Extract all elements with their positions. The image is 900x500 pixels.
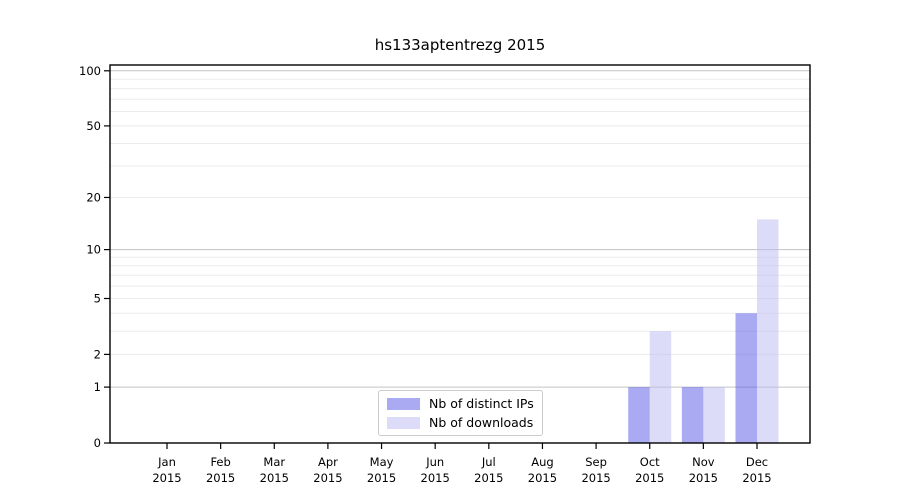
chart-title: hs133aptentrezg 2015 [374, 36, 546, 54]
y-tick-label: 20 [86, 190, 101, 204]
legend-item-distinct-ips: Nb of distinct IPs [387, 396, 534, 411]
y-tick-label: 0 [94, 436, 101, 450]
bar-nb-of-distinct-ips-dec-2015 [735, 313, 757, 443]
x-tick-label-month: Oct [640, 455, 660, 469]
legend-swatch-downloads [387, 416, 420, 429]
x-tick-label-year: 2015 [635, 471, 664, 485]
bar-nb-of-downloads-oct-2015 [649, 331, 672, 443]
x-tick-label-month: Nov [692, 455, 715, 469]
x-tick-label-month: Aug [531, 455, 553, 469]
x-tick-label-year: 2015 [689, 471, 718, 485]
x-tick-label-year: 2015 [313, 471, 342, 485]
x-tick-label-month: May [370, 455, 394, 469]
legend: Nb of distinct IPs Nb of downloads [378, 390, 543, 436]
x-tick-label-year: 2015 [528, 471, 557, 485]
legend-item-downloads: Nb of downloads [387, 415, 534, 430]
x-tick-label-year: 2015 [367, 471, 396, 485]
x-tick-label-month: Jun [425, 455, 444, 469]
axes-frame [109, 64, 811, 444]
x-tick-label-year: 2015 [206, 471, 235, 485]
x-tick-label-month: Jan [157, 455, 176, 469]
y-tick-label: 50 [86, 119, 101, 133]
legend-swatch-distinct-ips [387, 397, 420, 410]
bar-nb-of-downloads-nov-2015 [703, 387, 725, 443]
legend-label-distinct-ips: Nb of distinct IPs [429, 396, 534, 411]
x-tick-label-year: 2015 [152, 471, 181, 485]
x-tick-label-month: Mar [263, 455, 285, 469]
x-tick-label-month: Sep [585, 455, 607, 469]
y-tick-label: 1 [94, 380, 101, 394]
x-tick-label-year: 2015 [421, 471, 450, 485]
y-tick-label: 5 [94, 291, 101, 305]
x-tick-label-year: 2015 [742, 471, 771, 485]
x-tick-label-month: Apr [318, 455, 338, 469]
bar-nb-of-distinct-ips-oct-2015 [628, 387, 650, 443]
y-tick-label: 100 [79, 64, 101, 78]
x-tick-label-month: Dec [746, 455, 768, 469]
x-tick-label-month: Feb [210, 455, 230, 469]
x-tick-label-month: Jul [481, 455, 496, 469]
y-tick-label: 2 [94, 347, 101, 361]
legend-label-downloads: Nb of downloads [429, 415, 534, 430]
x-tick-label-year: 2015 [260, 471, 289, 485]
bar-nb-of-downloads-dec-2015 [756, 219, 779, 443]
x-tick-label-year: 2015 [474, 471, 503, 485]
bar-nb-of-distinct-ips-nov-2015 [681, 387, 704, 443]
x-tick-label-year: 2015 [581, 471, 610, 485]
y-tick-label: 10 [86, 243, 101, 257]
